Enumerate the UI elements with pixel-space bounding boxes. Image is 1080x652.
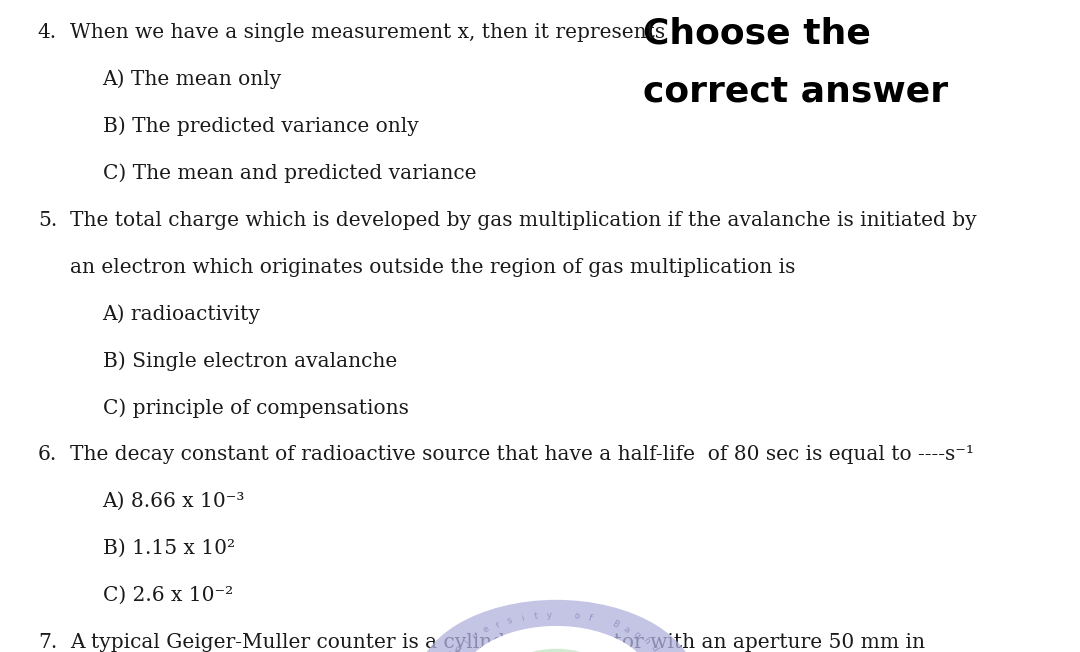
Text: v: v [471, 630, 481, 640]
Text: n: n [453, 643, 463, 652]
Text: i: i [462, 637, 471, 645]
Text: B) 1.15 x 10²: B) 1.15 x 10² [103, 539, 234, 558]
Text: Choose the: Choose the [643, 16, 870, 50]
Text: y: y [546, 610, 552, 620]
Text: i: i [519, 614, 525, 623]
Text: correct answer: correct answer [643, 75, 948, 109]
Text: d: d [649, 643, 660, 652]
Text: 7.: 7. [38, 633, 57, 652]
Text: C) principle of compensations: C) principle of compensations [103, 398, 408, 418]
Text: C) The mean and predicted variance: C) The mean and predicted variance [103, 164, 476, 183]
Text: U: U [446, 651, 457, 652]
Text: B) Single electron avalanche: B) Single electron avalanche [103, 351, 396, 371]
Text: g: g [632, 630, 643, 640]
Text: a: a [622, 625, 632, 635]
Circle shape [497, 649, 616, 652]
Text: A) The mean only: A) The mean only [103, 70, 282, 89]
Text: an electron which originates outside the region of gas multiplication is: an electron which originates outside the… [70, 258, 796, 276]
Text: A typical Geiger-Muller counter is a cylindrical detector with an aperture 50 mm: A typical Geiger-Muller counter is a cyl… [70, 633, 926, 652]
Text: C) 2.6 x 10⁻²: C) 2.6 x 10⁻² [103, 586, 232, 605]
Text: The decay constant of radioactive source that have a half-life  of 80 sec is equ: The decay constant of radioactive source… [70, 445, 974, 464]
Text: 4.: 4. [38, 23, 57, 42]
Text: o: o [573, 612, 580, 621]
Text: B) The predicted variance only: B) The predicted variance only [103, 117, 418, 136]
Text: 5.: 5. [38, 211, 57, 230]
Text: The total charge which is developed by gas multiplication if the avalanche is in: The total charge which is developed by g… [70, 211, 976, 230]
Circle shape [459, 626, 653, 652]
Text: 6.: 6. [38, 445, 57, 464]
Text: s: s [505, 616, 513, 626]
Text: f: f [588, 614, 593, 623]
Text: r: r [494, 620, 501, 630]
Text: A) radioactivity: A) radioactivity [103, 304, 260, 324]
Text: a: a [656, 651, 665, 652]
Text: e: e [481, 624, 491, 635]
Text: When we have a single measurement x, then it represents: When we have a single measurement x, the… [70, 23, 665, 42]
Text: t: t [534, 612, 538, 621]
Text: h: h [640, 636, 651, 646]
Circle shape [416, 600, 697, 652]
Text: A) 8.66 x 10⁻³: A) 8.66 x 10⁻³ [103, 492, 245, 511]
Text: B: B [610, 619, 620, 630]
